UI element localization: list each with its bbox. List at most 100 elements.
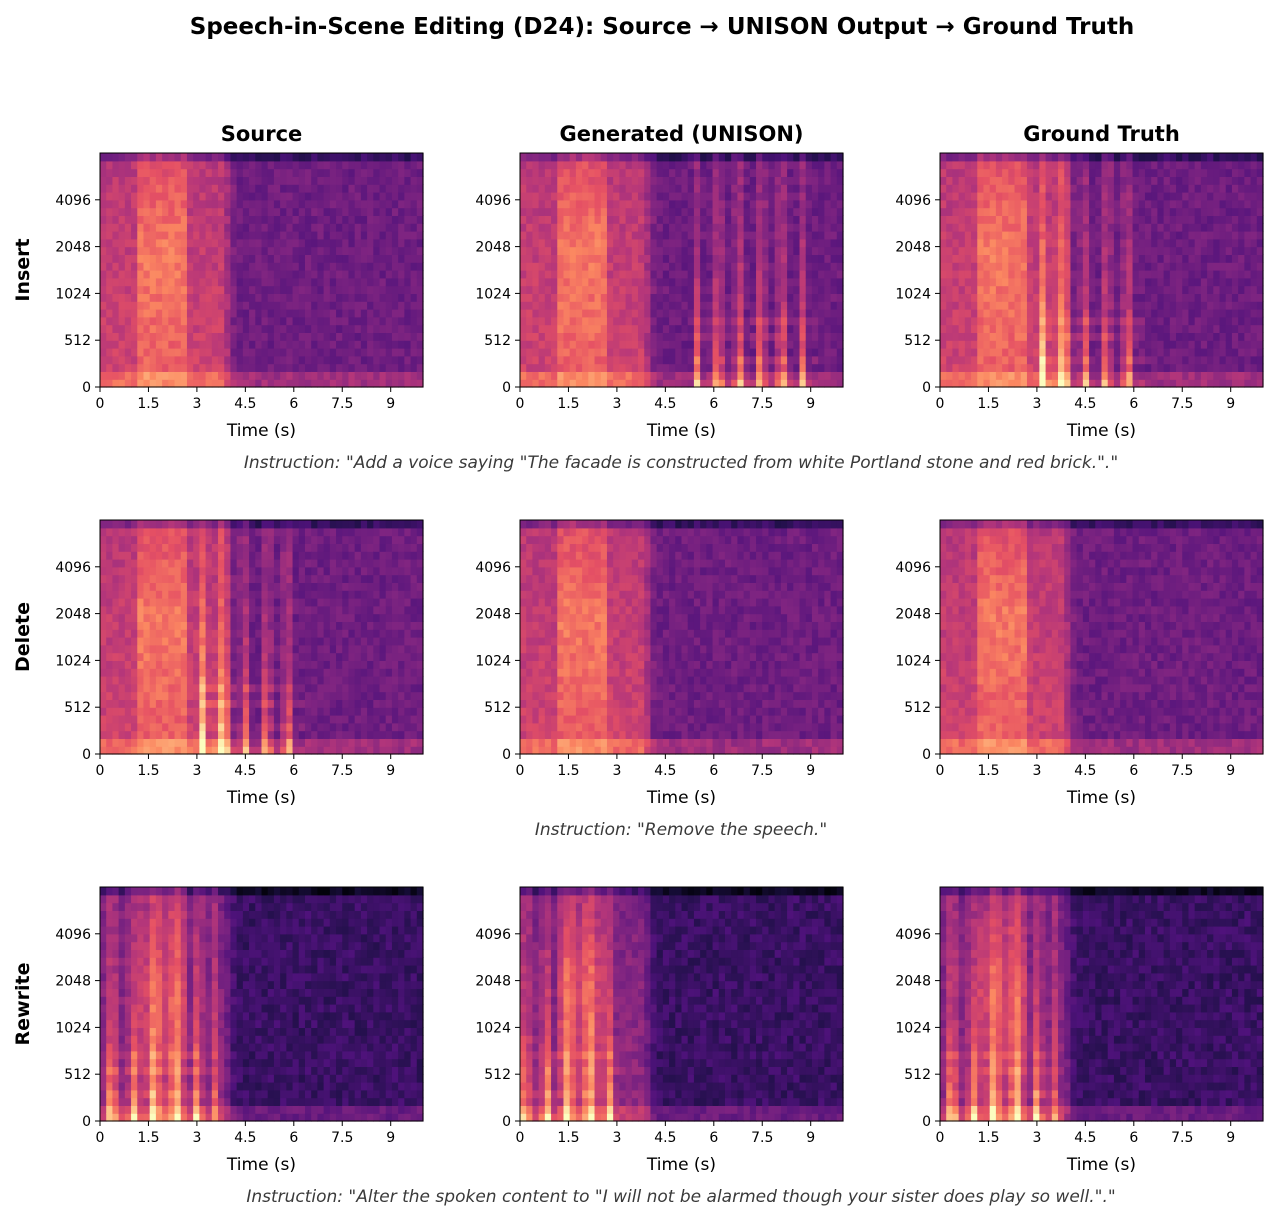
x-tick-label: 1.5 <box>977 763 999 779</box>
x-tick-label: 0 <box>936 1130 945 1146</box>
y-tick-label: 2048 <box>55 240 91 256</box>
spectrogram-panel: 0 1.5 3 4.5 6 7.5 9 Time (s) 0 512 1024 2048 4096 <box>895 519 1264 808</box>
y-tick-label: 2048 <box>895 240 931 256</box>
column-header: Ground Truth <box>1023 122 1180 146</box>
x-tick-label: 0 <box>96 396 105 412</box>
x-tick-label: 6 <box>709 763 718 779</box>
spectrogram-image <box>940 887 1264 1122</box>
x-tick-label: 7.5 <box>1171 763 1193 779</box>
spectrogram-image <box>100 887 424 1122</box>
column-header: Source <box>221 122 303 146</box>
x-tick-label: 0 <box>516 396 525 412</box>
y-tick-label: 2048 <box>55 607 91 623</box>
x-tick-label: 4.5 <box>1074 763 1096 779</box>
spectrogram-image <box>940 520 1264 755</box>
x-tick-label: 7.5 <box>1171 396 1193 412</box>
row-label: Delete <box>12 602 34 672</box>
x-tick-label: 4.5 <box>1074 1130 1096 1146</box>
x-tick-label: 6 <box>709 1130 718 1146</box>
x-tick-label: 9 <box>1226 1130 1235 1146</box>
row-label: Rewrite <box>12 963 34 1046</box>
x-tick-label: 0 <box>96 1130 105 1146</box>
y-tick-label: 512 <box>904 700 931 716</box>
axes-frame <box>99 886 424 1122</box>
y-tick-label: 1024 <box>475 653 511 669</box>
x-tick-label: 0 <box>96 763 105 779</box>
x-tick-label: 9 <box>386 1130 395 1146</box>
x-tick-label: 3 <box>192 396 201 412</box>
column-header: Generated (UNISON) <box>559 122 803 146</box>
x-tick-label: 7.5 <box>331 396 353 412</box>
x-tick-label: 4.5 <box>654 396 676 412</box>
x-tick-label: 4.5 <box>234 1130 256 1146</box>
x-tick-label: 7.5 <box>751 396 773 412</box>
y-tick-label: 0 <box>82 747 91 763</box>
axes-frame <box>939 886 1264 1122</box>
x-axis-label: Time (s) <box>226 788 296 808</box>
axes-frame <box>99 152 424 388</box>
x-tick-label: 1.5 <box>557 763 579 779</box>
y-tick-label: 4096 <box>475 560 511 576</box>
instruction-text: Instruction: "Alter the spoken content t… <box>246 1187 1115 1207</box>
x-tick-label: 7.5 <box>751 1130 773 1146</box>
y-tick-label: 0 <box>922 747 931 763</box>
y-tick-label: 1024 <box>895 1020 931 1036</box>
y-tick-label: 512 <box>64 333 91 349</box>
y-tick-label: 1024 <box>55 1020 91 1036</box>
x-tick-label: 4.5 <box>234 763 256 779</box>
y-tick-label: 512 <box>64 1067 91 1083</box>
axes-frame <box>519 519 844 755</box>
axes-frame <box>519 886 844 1122</box>
axes-frame <box>939 519 1264 755</box>
spectrogram-panel: 0 1.5 3 4.5 6 7.5 9 Time (s) 0 512 1024 2048 4096 <box>475 519 844 808</box>
y-tick-label: 1024 <box>55 286 91 302</box>
spectrogram-panel: 0 1.5 3 4.5 6 7.5 9 Time (s) 0 512 1024 2048 4096 Sou… <box>12 122 424 441</box>
x-tick-label: 0 <box>936 396 945 412</box>
x-tick-label: 6 <box>289 396 298 412</box>
x-tick-label: 4.5 <box>234 396 256 412</box>
spectrogram-image <box>520 520 844 755</box>
panel-grid: 0 1.5 3 4.5 6 7.5 9 Time (s) 0 512 1024 2048 4096 Sou… <box>12 122 1264 1207</box>
spectrogram-panel: 0 1.5 3 4.5 6 7.5 9 Time (s) 0 512 1024 2048 4096 Del… <box>12 519 424 808</box>
x-tick-label: 1.5 <box>557 1130 579 1146</box>
instruction-text: Instruction: "Add a voice saying "The fa… <box>244 453 1118 473</box>
x-axis-label: Time (s) <box>646 788 716 808</box>
y-tick-label: 4096 <box>475 193 511 209</box>
x-tick-label: 7.5 <box>1171 1130 1193 1146</box>
y-tick-label: 0 <box>502 1114 511 1130</box>
x-axis-label: Time (s) <box>646 421 716 441</box>
x-tick-label: 9 <box>386 396 395 412</box>
y-tick-label: 1024 <box>895 653 931 669</box>
y-tick-label: 0 <box>922 380 931 396</box>
x-tick-label: 9 <box>806 763 815 779</box>
x-tick-label: 7.5 <box>331 1130 353 1146</box>
x-axis-label: Time (s) <box>226 421 296 441</box>
x-tick-label: 1.5 <box>137 763 159 779</box>
x-tick-label: 0 <box>516 763 525 779</box>
x-tick-label: 4.5 <box>654 1130 676 1146</box>
y-tick-label: 0 <box>922 1114 931 1130</box>
y-tick-label: 2048 <box>475 974 511 990</box>
spectrogram-image <box>520 153 844 388</box>
x-axis-label: Time (s) <box>226 1155 296 1175</box>
x-tick-label: 6 <box>289 1130 298 1146</box>
x-tick-label: 6 <box>289 763 298 779</box>
x-axis-label: Time (s) <box>1066 421 1136 441</box>
y-tick-label: 4096 <box>55 560 91 576</box>
spectrogram-panel: 0 1.5 3 4.5 6 7.5 9 Time (s) 0 512 1024 2048 4096 <box>895 886 1264 1175</box>
y-tick-label: 4096 <box>55 193 91 209</box>
y-tick-label: 512 <box>484 333 511 349</box>
x-tick-label: 9 <box>1226 396 1235 412</box>
spectrogram-panel: 0 1.5 3 4.5 6 7.5 9 Time (s) 0 512 1024 2048 4096 Rew… <box>12 886 424 1175</box>
figure-title: Speech-in-Scene Editing (D24): Source → … <box>190 14 1134 40</box>
spectrogram-image <box>100 520 424 755</box>
x-tick-label: 3 <box>612 1130 621 1146</box>
y-tick-label: 4096 <box>895 193 931 209</box>
y-tick-label: 512 <box>904 333 931 349</box>
y-tick-label: 1024 <box>475 286 511 302</box>
x-tick-label: 6 <box>1129 763 1138 779</box>
x-tick-label: 1.5 <box>557 396 579 412</box>
spectrogram-panel: 0 1.5 3 4.5 6 7.5 9 Time (s) 0 512 1024 2048 4096 Gen… <box>475 122 844 441</box>
x-axis-label: Time (s) <box>646 1155 716 1175</box>
